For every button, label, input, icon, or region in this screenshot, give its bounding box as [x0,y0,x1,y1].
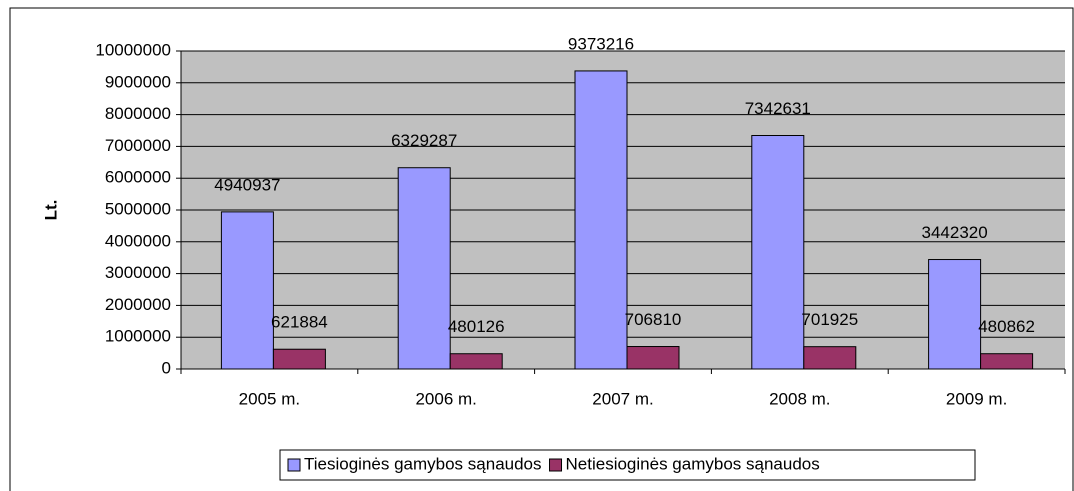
bar [449,353,503,370]
legend-box [279,449,976,481]
data-label: 4940937 [214,175,280,194]
bar [751,135,805,370]
bar [397,167,451,370]
y-axis-label: Lt. [41,200,60,221]
data-label: 480126 [448,317,505,336]
y-tick-label: 7000000 [105,136,171,155]
y-tick-label: 5000000 [105,199,171,218]
y-tick-label: 0 [162,358,171,377]
bar [272,348,326,370]
y-tick-label: 4000000 [105,231,171,250]
bar [626,346,680,370]
y-tick-label: 10000000 [95,40,171,59]
legend-label: Netiesioginės gamybos sąnaudos [566,454,820,473]
bar [220,211,274,370]
x-tick-label: 2005 m. [239,389,300,408]
legend-swatch [549,458,563,472]
y-tick-label: 1000000 [105,327,171,346]
bar [928,259,982,370]
data-label: 701925 [801,310,858,329]
data-label: 706810 [625,310,682,329]
x-tick-label: 2007 m. [592,389,653,408]
bar [803,346,857,370]
data-label: 7342631 [745,99,811,118]
x-tick-label: 2006 m. [415,389,476,408]
data-label: 9373216 [568,34,634,53]
data-label: 6329287 [391,131,457,150]
data-label: 480862 [978,317,1035,336]
y-tick-label: 3000000 [105,263,171,282]
legend-swatch [287,458,301,472]
x-tick-label: 2008 m. [769,389,830,408]
x-tick-label: 2009 m. [946,389,1007,408]
y-tick-label: 2000000 [105,295,171,314]
y-tick-label: 9000000 [105,72,171,91]
y-tick-label: 8000000 [105,104,171,123]
legend-label: Tiesioginės gamybos sąnaudos [304,454,542,473]
data-label: 3442320 [922,223,988,242]
data-label: 621884 [271,313,328,332]
bar [980,353,1034,370]
y-tick-label: 6000000 [105,168,171,187]
bar [574,70,628,370]
